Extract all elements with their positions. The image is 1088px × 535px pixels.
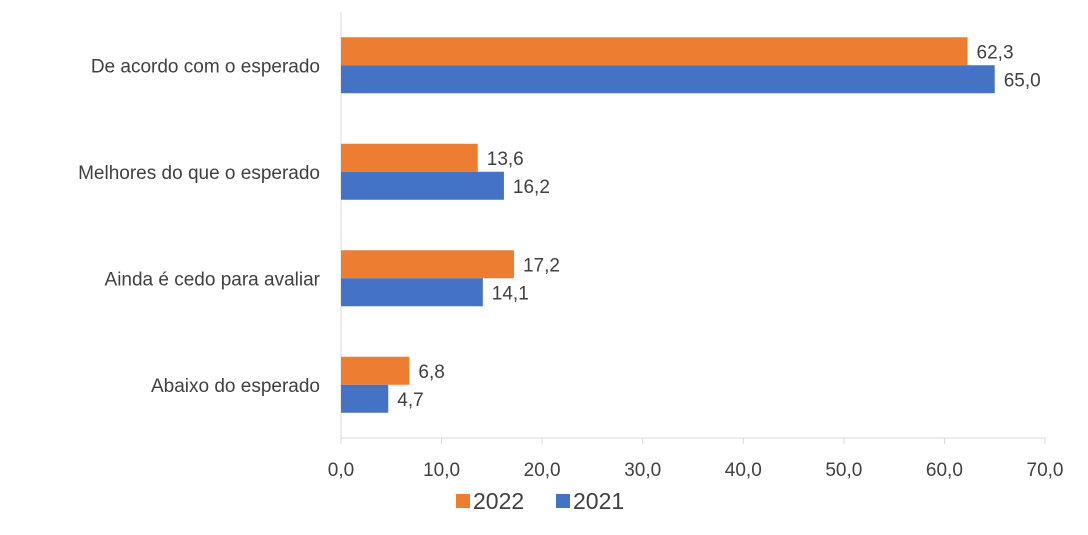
x-tick-label: 0,0: [328, 460, 354, 481]
x-tick-label: 60,0: [926, 460, 963, 481]
legend: 2022 2021: [456, 488, 624, 514]
labels: 0,0 10,0 20,0 30,0 40,0 50,0 60,0 70,0 De acordo…: [78, 42, 1063, 481]
bar-2022: [341, 250, 514, 279]
x-tick-label: 20,0: [524, 460, 561, 481]
category-label: Melhores do que o esperado: [78, 163, 320, 184]
legend-swatch-2021: [556, 494, 570, 508]
data-label-2021: 16,2: [513, 177, 550, 198]
data-label-2022: 62,3: [977, 42, 1014, 63]
data-label-2022: 6,8: [418, 362, 444, 383]
data-label-2021: 65,0: [1004, 70, 1041, 91]
legend-label-2022: 2022: [473, 488, 524, 514]
x-tick-label: 50,0: [825, 460, 862, 481]
legend-swatch-2022: [456, 494, 470, 508]
bar-2021: [341, 171, 504, 200]
legend-label-2021: 2021: [573, 488, 624, 514]
data-label-2021: 14,1: [492, 283, 529, 304]
bar-2022: [341, 143, 478, 172]
bars: [341, 37, 995, 413]
bar-2021: [341, 65, 995, 94]
category-label: De acordo com o esperado: [91, 56, 320, 77]
bar-2021: [341, 278, 483, 307]
bar-2022: [341, 37, 968, 66]
x-tick-label: 70,0: [1027, 460, 1064, 481]
category-label: Ainda é cedo para avaliar: [105, 269, 321, 290]
x-tick-label: 30,0: [624, 460, 661, 481]
data-label-2021: 4,7: [397, 390, 423, 411]
x-tick-label: 10,0: [423, 460, 460, 481]
bar-2022: [341, 356, 410, 385]
category-label: Abaixo do esperado: [151, 376, 320, 397]
data-label-2022: 17,2: [523, 255, 560, 276]
bar-2021: [341, 384, 389, 413]
x-tick-label: 40,0: [725, 460, 762, 481]
data-label-2022: 13,6: [487, 149, 524, 170]
